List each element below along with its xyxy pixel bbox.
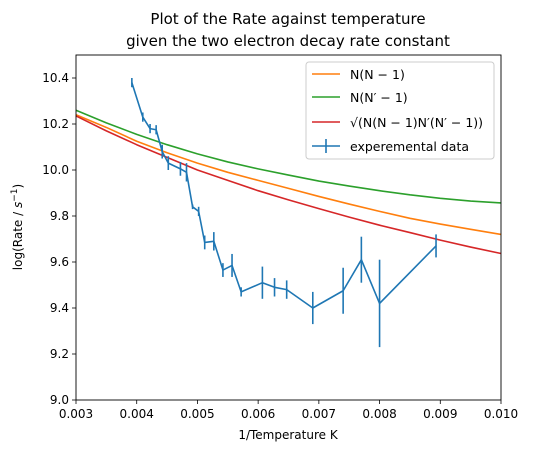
- series-line-n-n-1: [75, 114, 502, 236]
- x-tick-label: 0.007: [302, 407, 336, 421]
- y-tick-label: 10.2: [42, 117, 69, 131]
- legend-label-n-n-1: N(N − 1): [350, 67, 405, 82]
- x-tick-label: 0.003: [59, 407, 93, 421]
- plot-area: [75, 78, 502, 348]
- x-tick-label: 0.009: [423, 407, 457, 421]
- chart-title-line-2: given the two electron decay rate consta…: [126, 32, 450, 50]
- y-tick-label: 9.8: [50, 209, 69, 223]
- y-axis: 9.0 9.2 9.4 9.6 9.8 10.0 10.2 10.4: [42, 71, 76, 407]
- legend-box: [305, 61, 495, 160]
- axes-frame: [75, 54, 502, 401]
- x-tick-label: 0.005: [180, 407, 214, 421]
- legend-label-n-nprime-1: N(N′ − 1): [350, 90, 408, 105]
- x-axis: 0.003 0.004 0.005 0.006 0.007 0.008 0.009 0.010: [59, 400, 518, 421]
- x-tick-label: 0.010: [484, 407, 518, 421]
- y-tick-label: 10.4: [42, 71, 69, 85]
- x-tick-label: 0.006: [241, 407, 275, 421]
- y-tick-label: 9.0: [50, 393, 69, 407]
- legend-label-experimental: experemental data: [350, 139, 469, 154]
- y-tick-label: 9.6: [50, 255, 69, 269]
- x-tick-label: 0.008: [362, 407, 396, 421]
- x-axis-label: 1/Temperature K: [238, 428, 339, 442]
- x-tick-label: 0.004: [120, 407, 154, 421]
- y-tick-label: 9.4: [50, 301, 69, 315]
- chart-title-line-1: Plot of the Rate against temperature: [150, 10, 425, 28]
- legend: N(N − 1) N(N′ − 1) √(N(N − 1)N′(N′ − 1))…: [305, 61, 495, 160]
- y-axis-label: log(Rate / s−1): [10, 184, 25, 270]
- series-line-n-nprime-1: [75, 109, 502, 204]
- legend-label-sqrt-product: √(N(N − 1)N′(N′ − 1)): [350, 115, 483, 130]
- y-tick-label: 10.0: [42, 163, 69, 177]
- series-line-sqrt-product: [75, 115, 502, 255]
- y-tick-label: 9.2: [50, 347, 69, 361]
